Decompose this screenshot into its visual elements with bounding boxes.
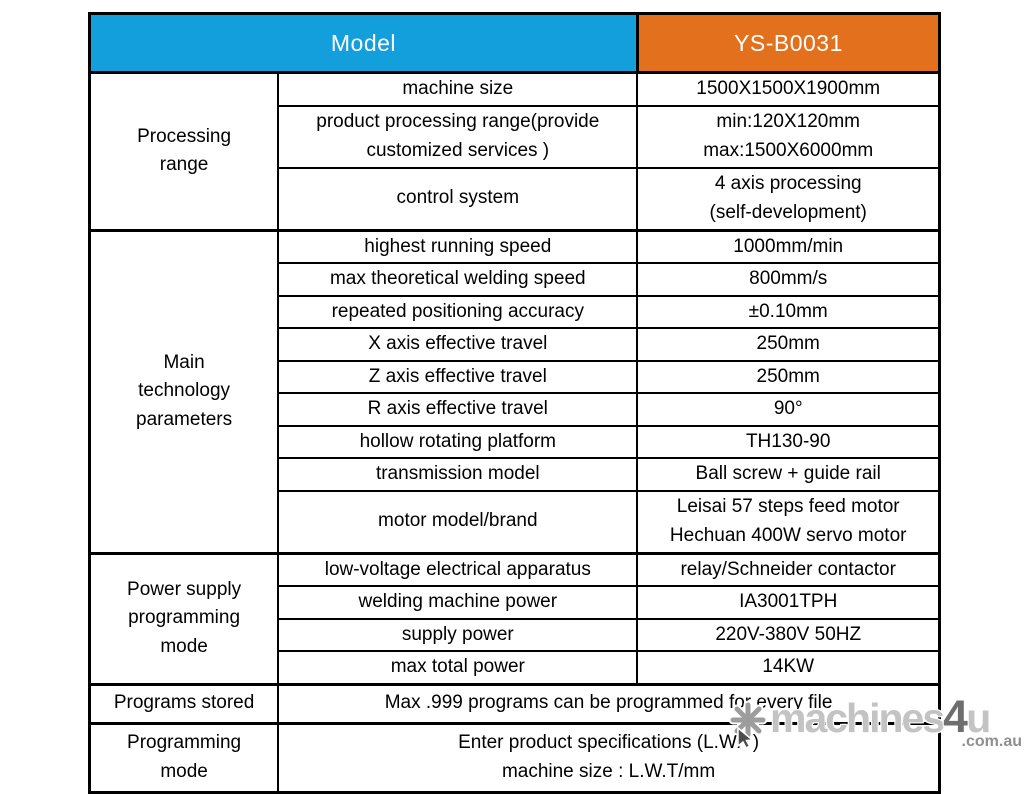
param-cell: max theoretical welding speed: [277, 262, 639, 297]
table-row: max theoretical welding speed 800mm/s: [90, 262, 941, 297]
table-row: product processing range(provide customi…: [90, 104, 941, 169]
value-cell: 220V-380V 50HZ: [636, 617, 941, 652]
value-cell: IA3001TPH: [636, 585, 941, 620]
value-cell: Leisai 57 steps feed motor Hechuan 400W …: [636, 489, 941, 554]
param-cell: product processing range(provide customi…: [277, 104, 639, 169]
param-cell: max total power: [277, 650, 639, 685]
table-row: Processing range machine size 1500X1500X…: [88, 71, 941, 231]
value-cell: TH130-90: [636, 424, 941, 459]
table-row: X axis effective travel 250mm: [90, 327, 941, 362]
table-row: repeated positioning accuracy ±0.10mm: [90, 294, 941, 329]
value-cell: 250mm: [636, 359, 941, 394]
category-cell-programs-stored: Programs stored: [88, 682, 280, 724]
param-cell: Z axis effective travel: [277, 359, 639, 394]
header-model-cell: Model: [88, 12, 639, 74]
table-row: supply power 220V-380V 50HZ: [90, 617, 941, 652]
category-cell-main-technology-parameters: Main technology parameters: [88, 228, 280, 554]
value-cell: 1000mm/min: [636, 228, 941, 264]
value-cell: Enter product specifications (L.W.T) mac…: [277, 721, 941, 793]
table-row: motor model/brand Leisai 57 steps feed m…: [90, 489, 941, 554]
param-cell: control system: [277, 166, 639, 231]
param-cell: hollow rotating platform: [277, 424, 639, 459]
table-row: control system 4 axis processing (self-d…: [90, 166, 941, 231]
category-cell-processing-range: Processing range: [88, 71, 280, 231]
table-row: Main technology parameters highest runni…: [88, 228, 941, 554]
table-row: transmission model Ball screw + guide ra…: [90, 457, 941, 492]
table-row: hollow rotating platform TH130-90: [90, 424, 941, 459]
category-cell-power-supply-programming-mode: Power supply programming mode: [88, 551, 280, 685]
value-cell: min:120X120mm max:1500X6000mm: [636, 104, 941, 169]
value-cell: Max .999 programs can be programmed for …: [277, 682, 941, 724]
category-cell-programming-mode: Programming mode: [88, 721, 280, 793]
param-cell: highest running speed: [277, 228, 639, 264]
param-cell: R axis effective travel: [277, 392, 639, 427]
header-model-value-cell: YS-B0031: [636, 12, 941, 74]
value-cell: 800mm/s: [636, 262, 941, 297]
param-cell: X axis effective travel: [277, 327, 639, 362]
table-row: welding machine power IA3001TPH: [90, 585, 941, 620]
table-row: Programming mode Enter product specifica…: [88, 721, 941, 793]
table-row: Power supply programming mode low-voltag…: [88, 551, 941, 685]
table-header-row: Model YS-B0031: [88, 12, 941, 74]
value-cell: ±0.10mm: [636, 294, 941, 329]
value-cell: 90°: [636, 392, 941, 427]
value-cell: 250mm: [636, 327, 941, 362]
spec-table: Model YS-B0031 Processing range machine …: [88, 12, 941, 794]
param-cell: transmission model: [277, 457, 639, 492]
param-cell: low-voltage electrical apparatus: [277, 551, 639, 587]
param-cell: supply power: [277, 617, 639, 652]
value-cell: Ball screw + guide rail: [636, 457, 941, 492]
spec-table-container: Model YS-B0031 Processing range machine …: [88, 12, 941, 794]
table-row: R axis effective travel 90°: [90, 392, 941, 427]
value-cell: relay/Schneider contactor: [636, 551, 941, 587]
table-row: max total power 14KW: [90, 650, 941, 685]
table-row: Z axis effective travel 250mm: [90, 359, 941, 394]
param-cell: motor model/brand: [277, 489, 639, 554]
param-cell: machine size: [277, 71, 639, 107]
value-cell: 1500X1500X1900mm: [636, 71, 941, 107]
param-cell: welding machine power: [277, 585, 639, 620]
value-cell: 4 axis processing (self-development): [636, 166, 941, 231]
param-cell: repeated positioning accuracy: [277, 294, 639, 329]
table-row: Programs stored Max .999 programs can be…: [88, 682, 941, 724]
value-cell: 14KW: [636, 650, 941, 685]
